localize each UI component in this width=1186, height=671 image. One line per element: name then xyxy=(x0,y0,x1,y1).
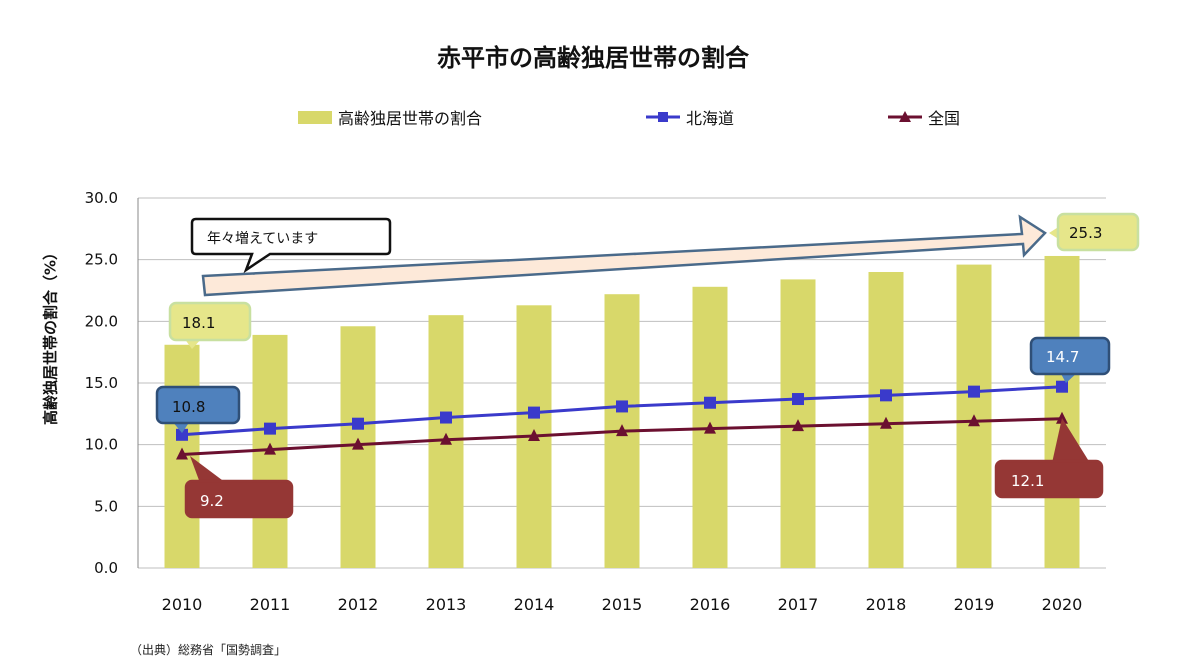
national-point xyxy=(792,419,804,432)
legend-item-hokkaido: 北海道 xyxy=(646,104,734,130)
plot-area: 0.0 5.0 10.0 15.0 20.0 25.0 30.0 2010 2011 2012 20… xyxy=(85,189,1140,614)
legend-label-hokkaido: 北海道 xyxy=(686,109,735,128)
y-tick-label: 0.0 xyxy=(94,559,118,577)
callout-national-last-pointer xyxy=(1052,418,1090,463)
legend-label-bar: 高齢独居世帯の割合 xyxy=(338,109,483,128)
y-tick-label: 30.0 xyxy=(85,189,118,207)
legend: 高齢独居世帯の割合 北海道 全国 xyxy=(0,104,1186,130)
national-point xyxy=(352,437,364,450)
y-tick-label: 10.0 xyxy=(85,436,118,454)
x-tick-label: 2014 xyxy=(514,595,555,614)
hokkaido-point xyxy=(704,396,716,409)
y-tick-label: 5.0 xyxy=(94,497,118,515)
callout-national-first-box xyxy=(184,479,294,519)
source-note: （出典）総務省「国勢調査」 xyxy=(130,643,287,657)
y-tick-label: 15.0 xyxy=(85,374,118,392)
legend-label-national: 全国 xyxy=(928,109,961,128)
x-tick-label: 2010 xyxy=(162,595,203,614)
hokkaido-point xyxy=(352,417,364,430)
national-point xyxy=(440,432,452,445)
callout-hokkaido-first-box xyxy=(155,385,241,425)
x-tick-label: 2015 xyxy=(602,595,643,614)
chart-title: 赤平市の高齢独居世帯の割合 xyxy=(437,44,749,72)
x-tick-label: 2016 xyxy=(690,595,731,614)
hokkaido-point xyxy=(440,411,452,424)
callout-bar-first-box xyxy=(168,301,252,342)
hokkaido-point xyxy=(528,406,540,419)
national-point xyxy=(176,447,188,460)
national-point xyxy=(264,442,276,455)
trend-note-text: 年々増えています xyxy=(207,231,318,247)
legend-swatch-national xyxy=(888,111,922,122)
trend-arrow xyxy=(201,214,1047,297)
legend-item-bar: 高齢独居世帯の割合 xyxy=(298,104,482,130)
y-tick-label: 20.0 xyxy=(85,312,118,330)
hokkaido-point xyxy=(880,389,892,402)
callout-bar-last-text: 25.3 xyxy=(1069,224,1102,242)
callout-national-first-text: 9.2 xyxy=(200,492,224,510)
y-tick-label: 25.0 xyxy=(85,251,118,269)
x-tick-label: 2020 xyxy=(1042,595,1083,614)
callout-hokkaido-last-text: 14.7 xyxy=(1046,348,1079,366)
national-point xyxy=(528,429,540,442)
x-tick-label: 2018 xyxy=(866,595,907,614)
x-tick-label: 2013 xyxy=(426,595,467,614)
hokkaido-point xyxy=(264,422,276,435)
legend-swatch-bar xyxy=(298,110,332,124)
hokkaido-point xyxy=(1056,380,1068,393)
x-tick-label: 2012 xyxy=(338,595,379,614)
national-point xyxy=(616,424,628,437)
callout-national-last-text: 12.1 xyxy=(1011,472,1044,490)
x-tick-label: 2019 xyxy=(954,595,995,614)
trend-note-bubble xyxy=(190,217,392,274)
callout-bar-last-box xyxy=(1056,212,1140,252)
callout-national-first-pointer xyxy=(190,456,226,483)
callout-national-last-box xyxy=(994,459,1104,499)
national-point xyxy=(968,414,980,427)
x-tick-label: 2017 xyxy=(778,595,819,614)
hokkaido-point xyxy=(616,400,628,413)
callout-hokkaido-first-text: 10.8 xyxy=(172,398,205,416)
x-tick-label: 2011 xyxy=(250,595,291,614)
hokkaido-point xyxy=(968,385,980,398)
national-point xyxy=(1056,411,1068,424)
legend-item-national: 全国 xyxy=(888,104,960,130)
callout-bar-first-text: 18.1 xyxy=(182,314,215,332)
national-point xyxy=(880,416,892,429)
hokkaido-point xyxy=(792,393,804,406)
callout-hokkaido-last-box xyxy=(1029,336,1111,376)
hokkaido-point xyxy=(176,428,188,441)
national-point xyxy=(704,421,716,434)
legend-swatch-hokkaido xyxy=(646,112,680,122)
